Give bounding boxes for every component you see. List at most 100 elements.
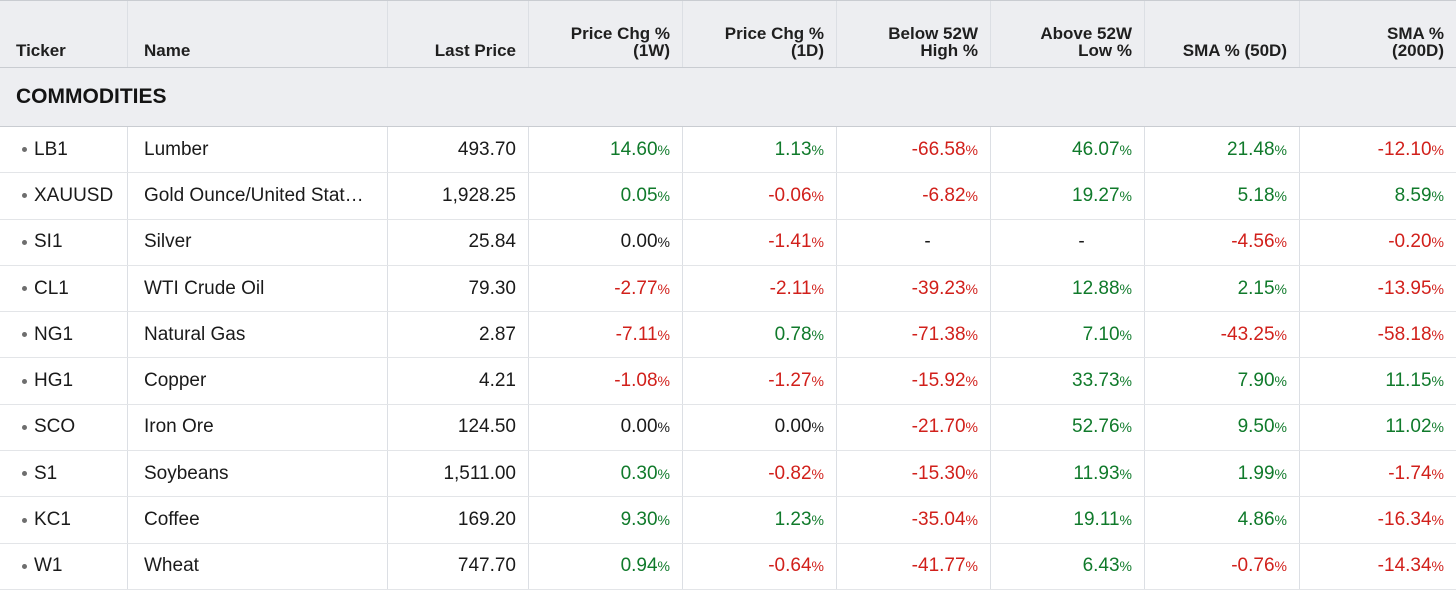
column-header-label: Price Chg %: [570, 24, 670, 43]
percent-sign: %: [1431, 326, 1444, 343]
percent-sign: %: [1274, 141, 1287, 158]
column-header-last-price[interactable]: Last Price: [388, 1, 529, 67]
price-chg-1w-cell: -1.08%: [529, 358, 683, 404]
percent-value: 52.76: [1072, 416, 1120, 438]
percent-sign: %: [657, 512, 670, 529]
sma-200d-cell: -1.74%: [1300, 451, 1456, 496]
percent-value: 0.00: [620, 231, 658, 253]
ticker-symbol: XAUUSD: [34, 184, 114, 206]
ticker-cell[interactable]: CL1: [0, 265, 128, 312]
table-row[interactable]: S1 Soybeans 1,511.00 0.30% -0.82% -15.30% 11.9…: [0, 451, 1456, 498]
name-cell: Soybeans: [128, 451, 388, 497]
sma-200d-cell: -16.34%: [1300, 497, 1456, 542]
above-52w-low-cell: 19.11%: [991, 497, 1145, 543]
percent-value: -0.82: [768, 462, 812, 484]
ticker-cell[interactable]: SCO: [0, 404, 128, 451]
below-52w-high-cell: -39.23%: [837, 265, 991, 312]
below-52w-high-cell: -15.92%: [837, 358, 991, 404]
column-header-label: Name: [144, 41, 191, 60]
column-header-above-52w-low[interactable]: Above 52W Low %: [991, 1, 1145, 67]
ticker-symbol: CL1: [34, 277, 69, 299]
column-header-label: Price Chg %: [724, 24, 824, 43]
percent-sign: %: [1274, 558, 1287, 575]
percent-value: -66.58: [911, 138, 966, 160]
percent-sign: %: [657, 141, 670, 158]
ticker-cell[interactable]: HG1: [0, 358, 128, 404]
ticker-cell[interactable]: XAUUSD: [0, 173, 128, 219]
ticker-cell[interactable]: NG1: [0, 312, 128, 358]
price-chg-1d-cell: 1.23%: [683, 497, 837, 543]
sma-200d-cell: -0.20%: [1300, 220, 1456, 265]
sma-200d-cell: -58.18%: [1300, 312, 1456, 357]
percent-sign: %: [657, 465, 670, 482]
sma-50d-cell: 4.86%: [1145, 497, 1300, 543]
price-chg-1d-cell: -0.64%: [683, 543, 837, 589]
percent-value: -15.30: [911, 462, 966, 484]
percent-sign: %: [1274, 419, 1287, 436]
percent-sign: %: [811, 141, 824, 158]
column-header-price-chg-1w[interactable]: Price Chg % (1W): [529, 1, 683, 67]
percent-value: 1.23: [774, 509, 812, 531]
table-row[interactable]: NG1 Natural Gas 2.87 -7.11% 0.78% -71.38% 7.10…: [0, 312, 1456, 359]
bullet-dot-icon: [22, 471, 27, 477]
table-row[interactable]: LB1 Lumber 493.70 14.60% 1.13% -66.58% 46.07% 2…: [0, 127, 1456, 174]
ticker-cell[interactable]: SI1: [0, 219, 128, 265]
percent-sign: %: [965, 465, 978, 482]
price-chg-1d-cell: -0.82%: [683, 451, 837, 497]
percent-sign: %: [965, 280, 978, 297]
column-header-sublabel: Low %: [1078, 41, 1132, 60]
column-header-sma-50d[interactable]: SMA % (50D): [1145, 1, 1300, 67]
percent-sign: %: [1431, 234, 1444, 251]
ticker-cell[interactable]: KC1: [0, 497, 128, 543]
percent-value: -0.06: [768, 184, 812, 206]
percent-value: -7.11: [615, 323, 658, 345]
percent-value: 0.00: [620, 416, 658, 438]
name-cell: Natural Gas: [128, 312, 388, 358]
table-row[interactable]: CL1 WTI Crude Oil 79.30 -2.77% -2.11% -39.23%…: [0, 265, 1456, 313]
below-52w-high-cell: -71.38%: [837, 312, 991, 358]
ticker-cell[interactable]: W1: [0, 543, 128, 589]
percent-sign: %: [1431, 558, 1444, 575]
table-row[interactable]: W1 Wheat 747.70 0.94% -0.64% -41.77% 6.43% -0.7…: [0, 543, 1456, 590]
sma-50d-cell: 9.50%: [1145, 404, 1300, 451]
column-header-name[interactable]: Name: [128, 1, 388, 67]
column-header-sma-200d[interactable]: SMA % (200D): [1300, 1, 1456, 67]
column-header-price-chg-1d[interactable]: Price Chg % (1D): [683, 1, 837, 67]
last-price-cell: 1,511.00: [388, 451, 529, 497]
price-chg-1d-cell: -0.06%: [683, 173, 837, 219]
table-row[interactable]: KC1 Coffee 169.20 9.30% 1.23% -35.04% 19.11% 4.…: [0, 497, 1456, 544]
ticker-cell[interactable]: LB1: [0, 127, 128, 173]
percent-sign: %: [1119, 419, 1132, 436]
percent-value: -1.08: [614, 370, 658, 392]
sma-50d-cell: -43.25%: [1145, 312, 1300, 358]
percent-value: -15.92: [911, 370, 966, 392]
column-header-label: Ticker: [16, 41, 66, 60]
percent-sign: %: [811, 512, 824, 529]
above-52w-low-cell: -: [991, 219, 1145, 265]
percent-value: -21.70: [911, 416, 966, 438]
percent-sign: %: [1431, 465, 1444, 482]
column-header-sublabel: (200D): [1392, 41, 1444, 60]
name-cell: Coffee: [128, 497, 388, 543]
percent-value: -35.04: [911, 509, 966, 531]
table-row[interactable]: SI1 Silver 25.84 0.00% -1.41% - - -4.56% -0.20%: [0, 219, 1456, 266]
bullet-dot-icon: [22, 424, 27, 430]
section-title: COMMODITIES: [16, 85, 167, 108]
ticker-cell[interactable]: S1: [0, 451, 128, 497]
table-row[interactable]: SCO Iron Ore 124.50 0.00% 0.00% -21.70% 52.76%…: [0, 404, 1456, 452]
sma-200d-cell: 8.59%: [1300, 173, 1456, 218]
percent-value: -58.18: [1377, 323, 1432, 345]
sma-200d-cell: -14.34%: [1300, 544, 1456, 589]
column-header-ticker[interactable]: Ticker: [0, 1, 128, 67]
column-header-below-52w-high[interactable]: Below 52W High %: [837, 1, 991, 67]
below-52w-high-cell: -35.04%: [837, 497, 991, 543]
percent-sign: %: [1431, 419, 1444, 436]
below-52w-high-cell: -66.58%: [837, 127, 991, 173]
bullet-dot-icon: [22, 517, 27, 523]
table-row[interactable]: XAUUSD Gold Ounce/United Stat… 1,928.25 0.0…: [0, 173, 1456, 220]
sma-50d-cell: 1.99%: [1145, 451, 1300, 497]
last-price-cell: 747.70: [388, 543, 529, 589]
table-row[interactable]: HG1 Copper 4.21 -1.08% -1.27% -15.92% 33.73% 7.…: [0, 358, 1456, 405]
percent-value: 0.05: [620, 184, 658, 206]
name-cell: Silver: [128, 219, 388, 265]
